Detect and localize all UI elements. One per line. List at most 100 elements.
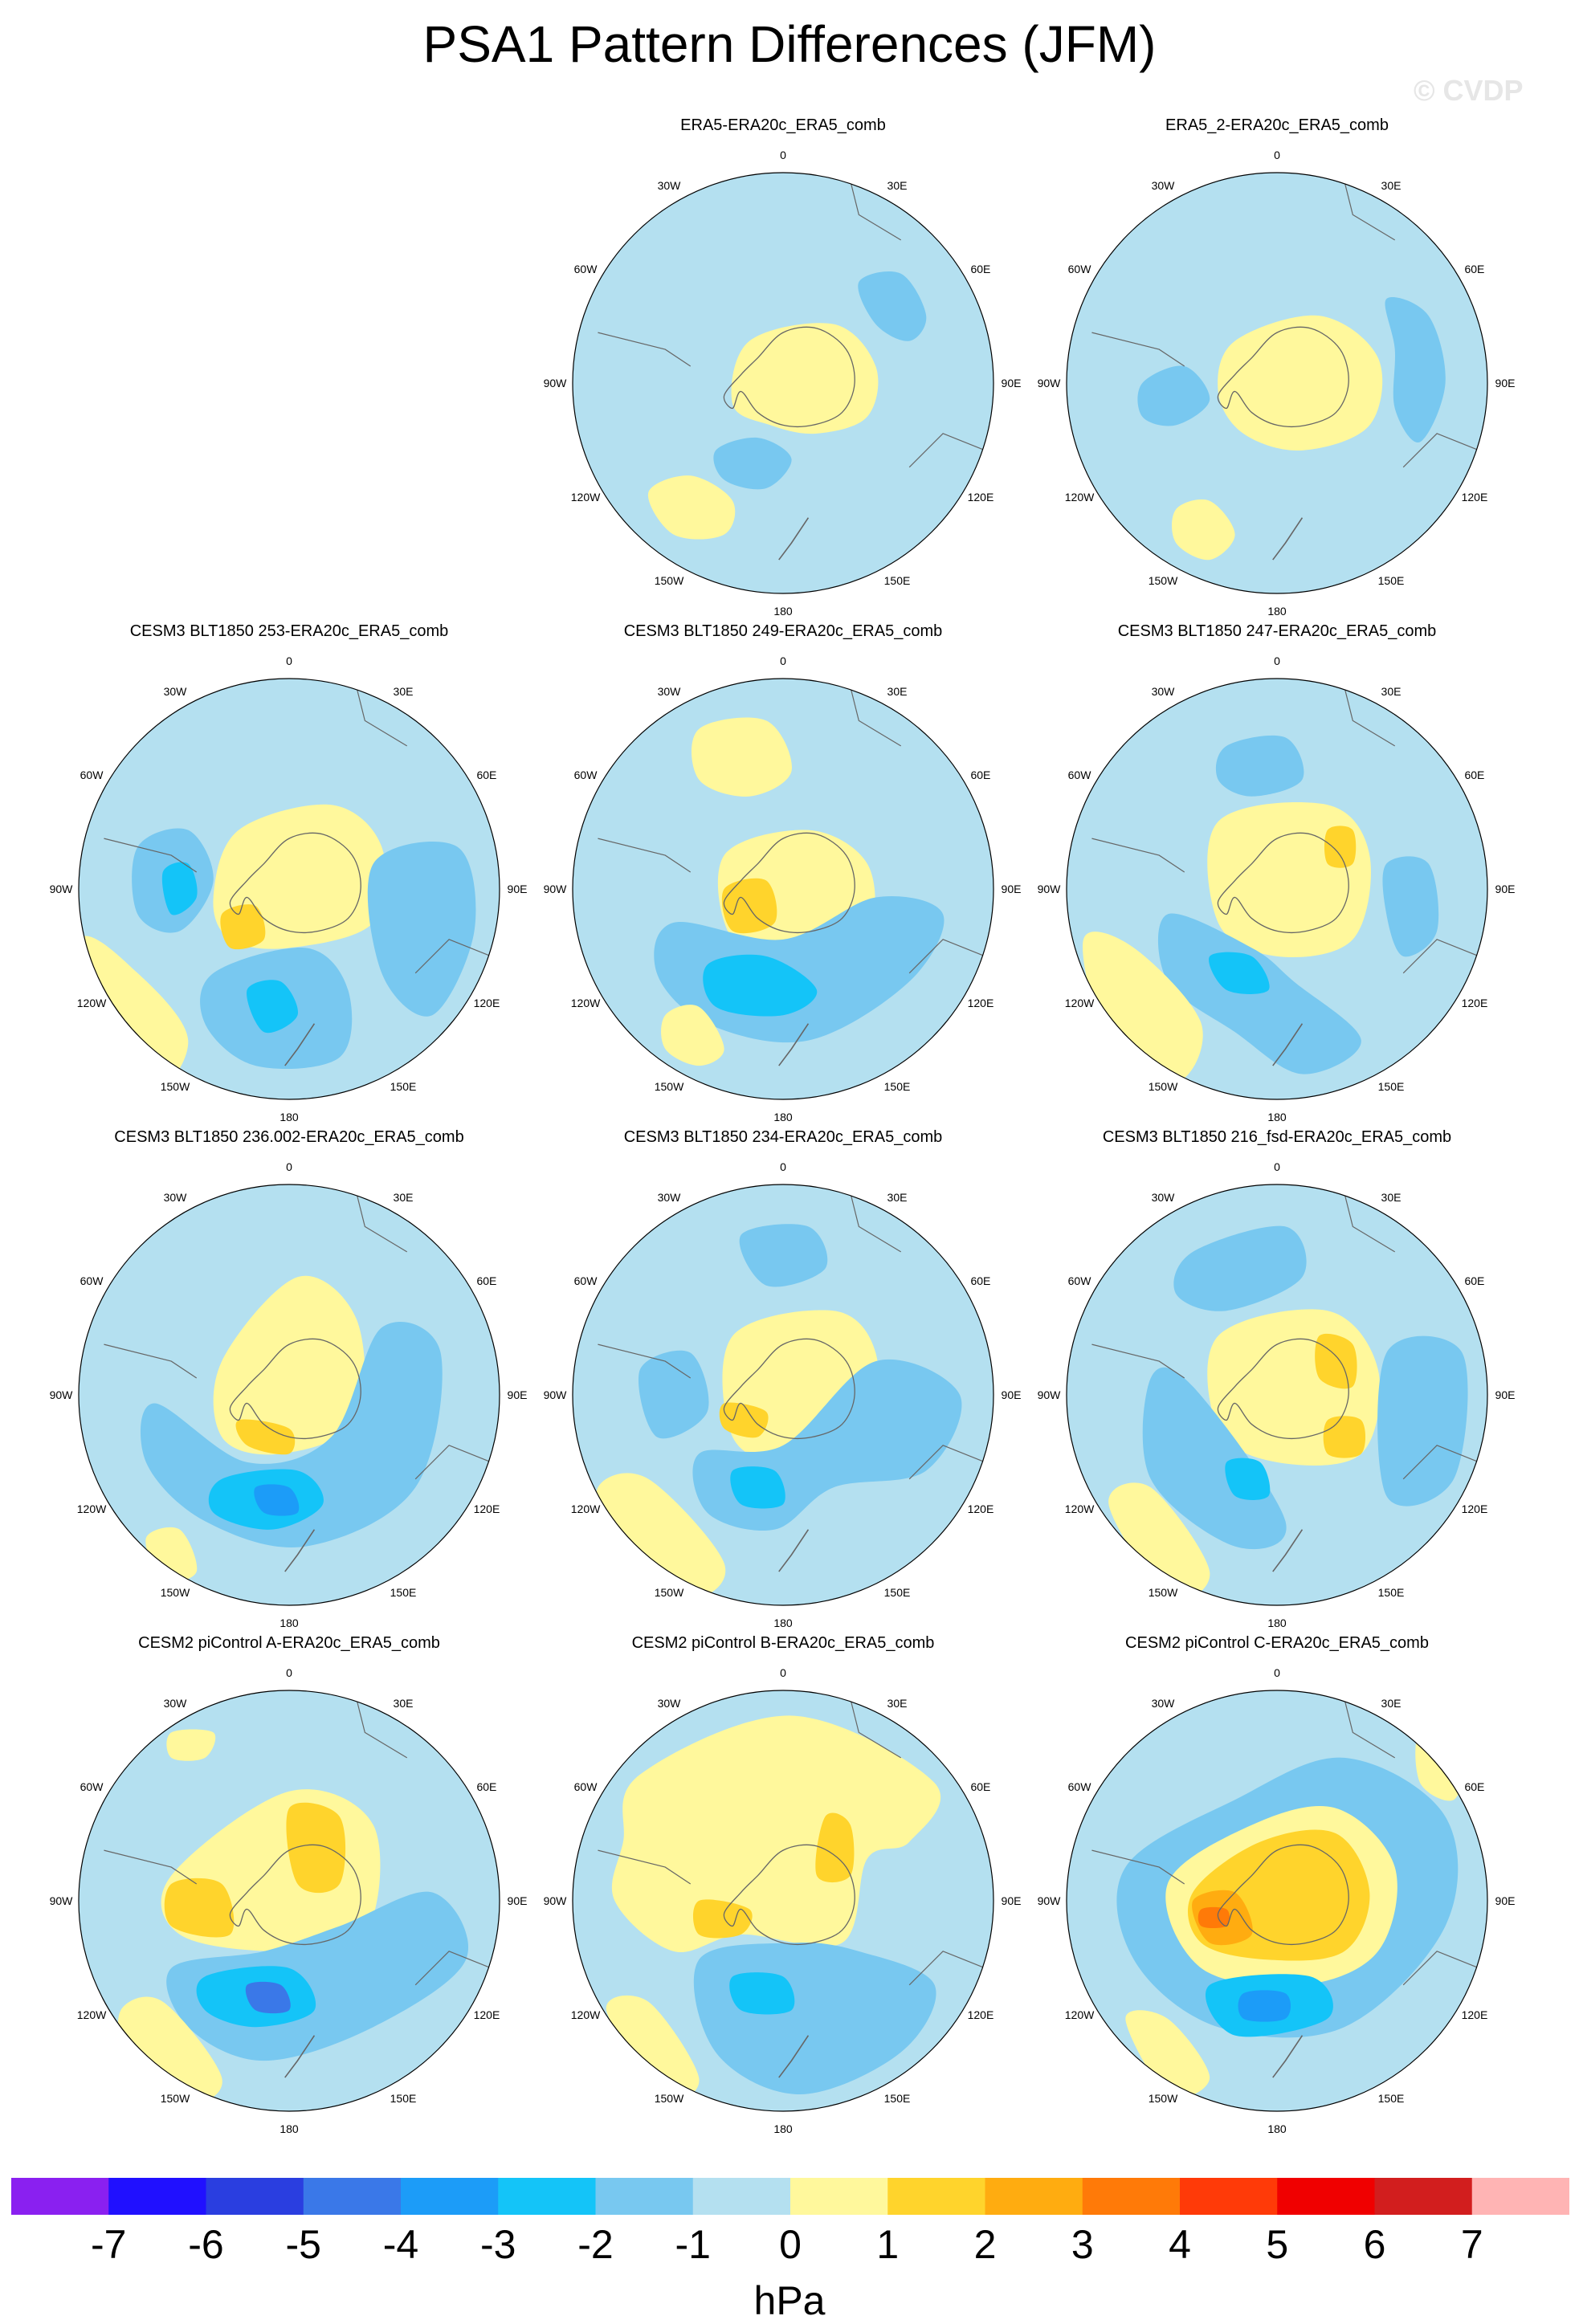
longitude-label: 90W <box>1037 1388 1061 1401</box>
longitude-label: 30E <box>1381 1697 1402 1710</box>
map-panel: ERA5_2-ERA20c_ERA5_comb 0 30E 60E 90E 120E 150… <box>1036 116 1518 622</box>
longitude-label: 60W <box>1067 769 1091 781</box>
polar-map <box>572 172 994 594</box>
colorbar-tick-label: -2 <box>577 2222 614 2267</box>
longitude-label: 60W <box>573 769 598 781</box>
south-america-coastline <box>1091 1849 1185 1885</box>
antarctica-coastline <box>723 1844 855 1946</box>
africa-coastline <box>1344 181 1396 241</box>
longitude-label: 30W <box>657 685 681 699</box>
contour-region <box>1382 856 1439 957</box>
polar-map <box>1066 1690 1488 2112</box>
africa-coastline <box>850 1698 902 1759</box>
longitude-label: 60E <box>476 1780 497 1793</box>
longitude-label: 0 <box>780 654 786 667</box>
longitude-label: 90W <box>543 1894 567 1907</box>
australia-coastline <box>1402 939 1479 974</box>
contour-region <box>739 1224 828 1287</box>
contour-region <box>606 1995 700 2099</box>
longitude-label: 60E <box>1464 1780 1485 1793</box>
longitude-label: 150W <box>1148 573 1178 587</box>
colorbar-tick-label: 7 <box>1460 2222 1483 2267</box>
contour-region <box>611 1715 941 1953</box>
longitude-label: 60W <box>573 263 598 275</box>
panel-title: CESM3 BLT1850 249-ERA20c_ERA5_comb <box>623 622 943 640</box>
longitude-label: 30E <box>393 1191 414 1205</box>
longitude-label: 30E <box>887 685 908 699</box>
colorbar-swatch <box>303 2178 402 2215</box>
colorbar-swatch <box>206 2178 304 2215</box>
colorbar-tick-label: 5 <box>1266 2222 1289 2267</box>
australia-coastline <box>908 939 985 974</box>
contour-region <box>220 904 266 950</box>
panel-title: CESM2 piControl C-ERA20c_ERA5_comb <box>1125 1634 1429 1652</box>
map-border <box>1066 172 1488 594</box>
australia-coastline <box>908 1445 985 1480</box>
contour-region <box>638 1350 709 1439</box>
longitude-label: 120E <box>1461 2008 1488 2021</box>
longitude-label: 120E <box>473 997 500 1009</box>
contour-region <box>1215 735 1304 797</box>
watermark: © CVDP <box>1414 74 1524 107</box>
south-america-coastline <box>1091 332 1185 367</box>
contour-region <box>1209 952 1270 994</box>
australia-coastline <box>414 939 492 974</box>
colorbar-swatch <box>692 2178 791 2215</box>
longitude-label: 150E <box>883 573 911 587</box>
panel-title: CESM3 BLT1850 247-ERA20c_ERA5_comb <box>1117 622 1437 640</box>
colorbar-tick-label: -3 <box>480 2222 516 2267</box>
new-zealand-coastline <box>1272 517 1304 561</box>
longitude-label: 30E <box>393 685 414 699</box>
colorbar-swatch <box>108 2178 206 2215</box>
longitude-label: 180 <box>773 1617 793 1629</box>
antarctica-coastline <box>1217 1338 1349 1440</box>
longitude-label: 90E <box>1495 377 1516 389</box>
longitude-label: 120W <box>570 1502 601 1515</box>
longitude-label: 30W <box>1151 685 1175 699</box>
map-border <box>1066 1690 1488 2112</box>
contour-region <box>703 954 818 1017</box>
south-america-coastline <box>598 332 692 367</box>
colorbar-swatch <box>1180 2178 1278 2215</box>
map-border <box>78 1690 500 2112</box>
longitude-label: 120E <box>967 997 994 1009</box>
colorbar-tick-label: -7 <box>91 2222 127 2267</box>
longitude-label: 60E <box>476 769 497 781</box>
south-america-coastline <box>104 1849 198 1885</box>
colorbar-tick-label: 0 <box>779 2222 802 2267</box>
map-border <box>572 1184 994 1606</box>
contour-region <box>164 1878 235 1938</box>
longitude-label: 60E <box>1464 263 1485 275</box>
africa-coastline <box>850 687 902 747</box>
longitude-label: 180 <box>1267 1111 1287 1123</box>
africa-coastline <box>1344 1698 1396 1759</box>
colorbar-swatch <box>985 2178 1083 2215</box>
longitude-label: 30W <box>1151 1191 1175 1205</box>
longitude-label: 90E <box>1001 883 1022 895</box>
panel-title: CESM3 BLT1850 216_fsd-ERA20c_ERA5_comb <box>1102 1128 1452 1146</box>
longitude-label: 120W <box>570 2008 601 2021</box>
map-border <box>1066 678 1488 1100</box>
colorbar-tick-label: 2 <box>973 2222 997 2267</box>
contour-region <box>166 1729 216 1761</box>
contour-region <box>713 437 792 490</box>
longitude-label: 0 <box>286 1666 292 1679</box>
longitude-label: 90E <box>1001 1894 1022 1907</box>
new-zealand-coastline <box>284 1529 316 1572</box>
longitude-label: 180 <box>1267 605 1287 618</box>
colorbar-units: hPa <box>753 2278 826 2323</box>
antarctica-coastline <box>723 832 855 934</box>
longitude-label: 30E <box>1381 179 1402 193</box>
australia-coastline <box>1402 1445 1479 1480</box>
new-zealand-coastline <box>284 1023 316 1066</box>
longitude-label: 90W <box>1037 377 1061 389</box>
colorbar <box>11 2178 1569 2215</box>
polar-map <box>78 1184 500 1606</box>
longitude-label: 60W <box>80 1274 104 1287</box>
map-panel: CESM3 BLT1850 247-ERA20c_ERA5_comb 0 30E 60… <box>1036 622 1518 1128</box>
panel-title: ERA5_2-ERA20c_ERA5_comb <box>1165 116 1389 134</box>
new-zealand-coastline <box>778 2035 810 2078</box>
contour-region <box>596 1473 726 1597</box>
longitude-label: 0 <box>1274 149 1280 161</box>
antarctica-coastline <box>229 1844 361 1946</box>
